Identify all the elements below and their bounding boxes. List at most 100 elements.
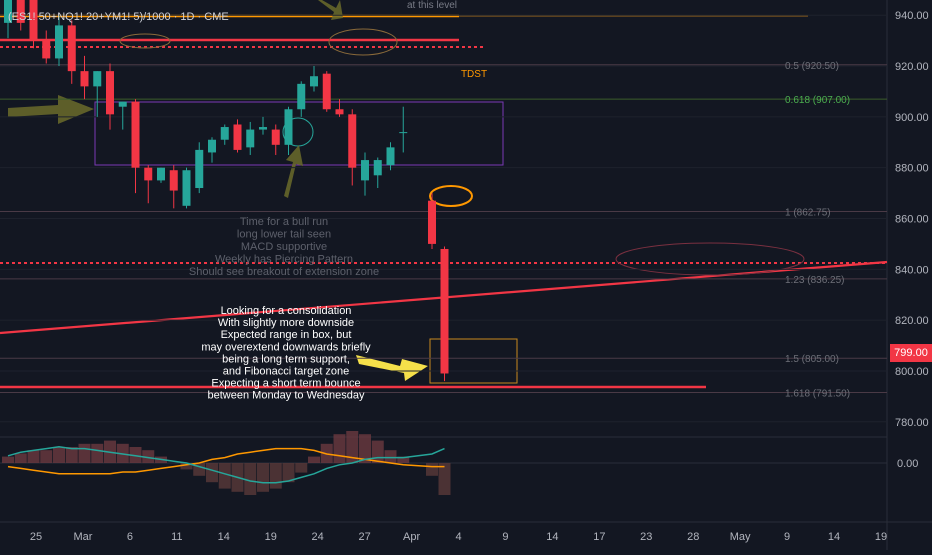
macd-histogram-bar [397,456,410,463]
macd-histogram-bar [371,440,384,463]
macd-histogram-bar [65,447,78,463]
candle [93,71,102,117]
date-tick-label: 23 [640,531,652,543]
candle [157,167,165,183]
macd-value-label: 0.00 [897,458,918,470]
candle-body [144,167,153,181]
date-tick-label: 25 [30,531,42,543]
candle-body [106,71,114,115]
candle [310,66,318,92]
macd-histogram-bar [78,443,91,463]
candle [399,106,408,153]
price-tick-label: 800.00 [895,366,929,378]
price-axis: 940.00 920.00 900.00 880.00 860.00 840.00 820.… [895,10,929,429]
bull-note-line: long lower tail seen [237,229,331,241]
candle-body [157,167,165,181]
price-tick-label: 880.00 [895,163,929,175]
candle-body [195,149,204,189]
horizontal-gridlines [0,14,887,423]
macd-histogram-bar [218,463,231,489]
date-tick-label: 27 [358,531,370,543]
candle-body [80,71,89,87]
date-tick-label: 11 [171,531,182,543]
highlight-ellipse-3 [282,117,314,147]
candle-body [67,25,76,72]
price-tick-label: 860.00 [895,214,929,226]
candle-body [182,170,191,206]
date-tick-label: 6 [127,531,133,543]
fib-level-label: 1.23 (836.25) [785,275,845,286]
bear-note-line: Expected range in box, but [221,329,352,341]
macd-histogram-bar [129,447,142,463]
price-tick-label: 920.00 [895,61,929,73]
bear-note-line: may overextend downwards briefly [201,341,371,353]
macd-histogram-bar [384,450,397,463]
macd-histogram-bar [27,450,40,463]
date-tick-label: 14 [828,531,840,543]
candle [348,109,357,186]
candles [4,0,449,382]
arrow-up-icon [284,145,303,198]
date-tick-label: May [730,531,751,543]
candle [440,246,449,382]
candle-body [386,147,395,166]
date-tick-label: 14 [546,531,558,543]
time-axis: 25 Mar 6 11 14 19 24 27 Apr 4 9 14 17 23 28 May 9 14 19 [30,531,887,543]
candle [4,0,12,39]
candle [144,165,153,204]
current-price-badge: 799.00 [890,344,932,362]
bull-note-line: Should see breakout of extension zone [189,266,379,278]
candle-body [220,127,229,140]
candle [259,116,267,135]
candle-body [310,76,318,87]
candle-body [348,114,357,168]
bear-note-line: With slightly more downside [218,317,354,329]
macd-histogram-bar [359,434,371,463]
fib-level-label: 1 (862.75) [785,208,831,219]
candle-body [271,129,280,145]
macd-line [7,446,445,484]
candle-body [42,40,51,59]
highlight-ellipse-5 [615,242,805,276]
date-tick-label: Apr [403,531,420,543]
candle [16,0,25,31]
candle [233,119,242,153]
price-tick-label: 900.00 [895,112,929,124]
macd-histogram-bar [295,463,308,473]
macd-histogram-bar [180,463,193,470]
bear-note-line: Expecting a short term bounce [211,378,360,390]
bear-note-line: and Fibonacci target zone [223,366,350,378]
candle-body [118,101,127,107]
yellow-arrow-icon [356,355,428,381]
candle [182,167,191,209]
candle-body [322,73,331,110]
candle-body [284,109,293,145]
candle [284,106,293,155]
candle [208,137,216,163]
candle [106,63,114,130]
candle [55,15,63,67]
candle [29,0,38,49]
macd-histogram-bar [308,456,320,463]
date-tick-label: Mar [73,531,92,543]
macd-histogram-bar [244,463,257,495]
macd-histogram-bar [426,463,438,476]
candle [386,142,395,171]
date-tick-label: 19 [265,531,277,543]
date-tick-label: 24 [312,531,324,543]
candle-body [208,139,216,153]
price-tick-label: 940.00 [895,10,929,22]
bear-note-line: being a long term support, [222,353,350,365]
highlight-ellipse-4 [429,185,473,207]
candle-body [399,132,408,134]
candle [220,124,229,145]
target-zone-box[interactable] [429,338,518,384]
date-tick-label: 9 [784,531,790,543]
candle [246,121,255,155]
candle-body [246,129,255,148]
candle-body [428,200,436,244]
tdst-label: TDST [461,69,487,80]
